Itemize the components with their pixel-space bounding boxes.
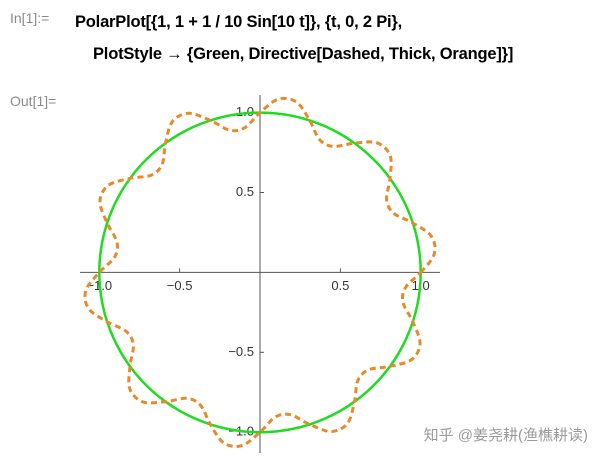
x-tick-label: 0.5 [331, 278, 349, 293]
code-line[interactable]: PolarPlot[{1, 1 + 1 / 10 Sin[10 t]}, {t,… [75, 13, 403, 31]
input-label: In[1]:= [10, 10, 50, 26]
polar-curve [98, 111, 422, 434]
y-tick-label: 0.5 [236, 184, 254, 199]
code-line[interactable]: PlotStyle → {Green, Directive[Dashed, Th… [93, 45, 514, 63]
y-tick-label: 1.0 [236, 104, 254, 119]
y-tick-label: −0.5 [228, 344, 254, 359]
output-label: Out[1]= [10, 93, 57, 109]
watermark: 知乎 @姜尧耕(渔樵耕读) [423, 427, 588, 444]
x-tick-label: −0.5 [167, 278, 193, 293]
